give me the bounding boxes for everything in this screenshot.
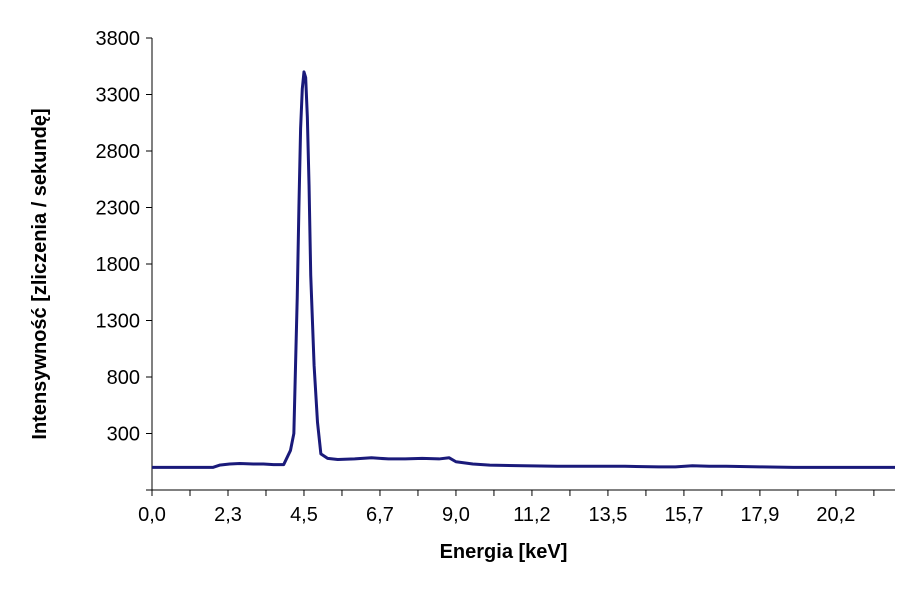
y-tick-label: 2300 bbox=[96, 198, 141, 220]
y-tick-label: 1800 bbox=[96, 254, 141, 276]
x-tick-label: 17,9 bbox=[740, 504, 779, 526]
y-tick-label: 300 bbox=[107, 424, 140, 446]
x-tick-label: 6,7 bbox=[366, 504, 394, 526]
y-axis-title: Intensywność [zliczenia / sekundę] bbox=[29, 108, 51, 439]
y-tick-label: 800 bbox=[107, 367, 140, 389]
x-tick-label: 20,2 bbox=[816, 504, 855, 526]
series-line bbox=[152, 70, 895, 469]
y-tick-label: 2800 bbox=[96, 141, 141, 163]
x-axis: 0,0 2,3 4,5 6,7 9,0 11,2 13,5 15,7 17,9 20,2 bbox=[138, 489, 895, 526]
x-tick-label: 9,0 bbox=[442, 504, 470, 526]
x-axis-title: Energia [keV] bbox=[440, 541, 568, 563]
x-tick-label: 15,7 bbox=[664, 504, 703, 526]
x-tick-label: 11,2 bbox=[513, 504, 550, 526]
plot-area bbox=[152, 70, 895, 469]
y-axis: 300 800 1300 1800 2300 2800 3300 3800 bbox=[96, 28, 153, 491]
x-tick-label: 0,0 bbox=[138, 504, 166, 526]
y-tick-label: 3800 bbox=[96, 28, 141, 50]
x-tick-label: 4,5 bbox=[290, 504, 318, 526]
y-tick-label: 1300 bbox=[96, 311, 141, 333]
x-tick-label: 13,5 bbox=[588, 504, 627, 526]
y-tick-label: 3300 bbox=[96, 85, 141, 107]
x-tick-label: 2,3 bbox=[214, 504, 242, 526]
